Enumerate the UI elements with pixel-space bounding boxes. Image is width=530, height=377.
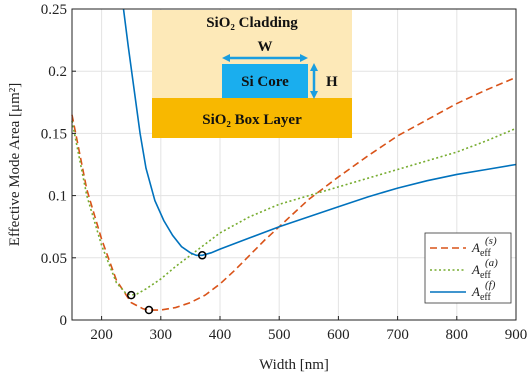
x-tick-label: 700 [386,327,409,343]
legend-superscript-1: (a) [485,257,498,269]
legend-superscript-0: (s) [485,235,497,247]
minimum-marker-2 [197,251,207,260]
series-line-2 [122,8,517,257]
series-lines [71,8,517,311]
x-ticks: 200 300 400 500 600 700 800 900 [90,316,527,343]
legend-label-1: Aeff [471,262,492,281]
series-line-1 [71,120,517,296]
x-tick-label: 600 [327,327,350,343]
x-tick-label: 500 [268,327,291,343]
y-tick-label: 0.25 [41,2,67,18]
width-arrow [222,54,308,62]
y-axis-label: Effective Mode Area [μm²] [7,83,23,246]
y-tick-label: 0.2 [48,64,67,80]
y-tick-label: 0.15 [41,126,67,142]
series-line-0 [71,76,517,311]
minimum-marker-0 [126,290,136,300]
x-tick-label: 900 [505,327,528,343]
markers [126,251,207,315]
height-label: H [326,74,338,90]
cladding-label: SiO₂ Cladding [206,15,298,31]
legend: Aeff(s)Aeff(a)Aeff(f) [424,232,512,304]
x-axis-label: Width [nm] [259,357,329,373]
legend-superscript-2: (f) [485,279,496,291]
width-label: W [258,39,273,55]
y-ticks: 0 0.05 0.1 0.15 0.2 0.25 [41,2,76,329]
x-tick-label: 300 [150,327,173,343]
core-label: Si Core [241,74,289,90]
plot-frame [71,8,517,321]
x-tick-label: 800 [446,327,469,343]
x-tick-label: 400 [209,327,232,343]
box-layer-label: SiO₂ Box Layer [202,112,302,128]
minimum-marker-1 [144,305,154,315]
x-tick-label: 200 [90,327,113,343]
si-core [222,64,308,98]
y-tick-label: 0 [60,313,68,329]
box-layer-region [152,98,352,138]
legend-label-0: Aeff [471,240,492,259]
waveguide-schematic: SiO₂ Cladding Si Core SiO₂ Box Layer W H [152,10,352,138]
y-tick-label: 0.1 [48,189,67,205]
legend-label-2: Aeff [471,284,492,303]
y-tick-label: 0.05 [41,251,67,267]
height-arrow [310,63,318,99]
